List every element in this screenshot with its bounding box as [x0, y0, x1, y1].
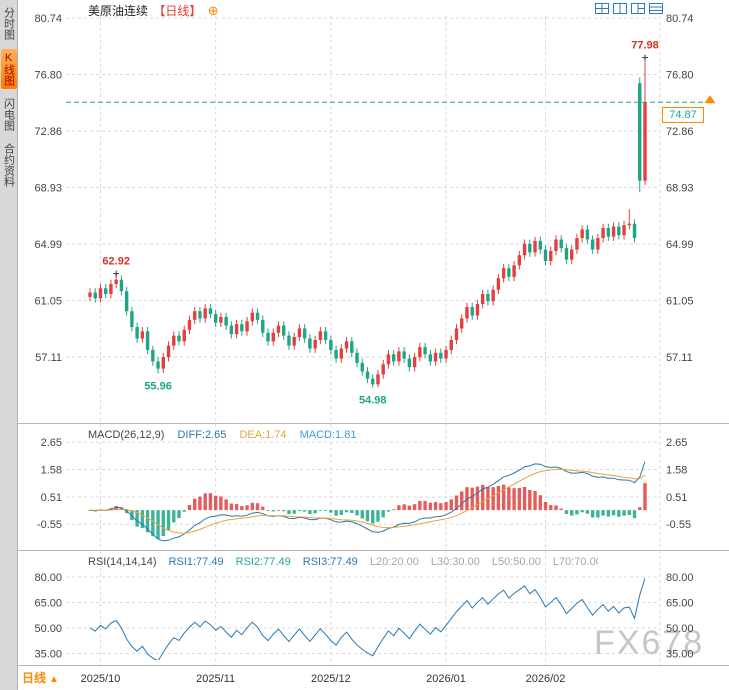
svg-text:65.00: 65.00 — [666, 598, 694, 610]
period-tab-label: 日线 — [22, 671, 47, 685]
rsi2-readout: RSI2:77.49 — [235, 556, 291, 568]
svg-text:35.00: 35.00 — [34, 649, 62, 661]
period-tab-daily[interactable]: 日线 ▲ — [22, 669, 59, 686]
symbol-name: 美原油连续 — [88, 4, 149, 18]
rsi3-readout: RSI3:77.49 — [302, 556, 358, 568]
svg-text:1.58: 1.58 — [666, 464, 687, 476]
svg-text:80.00: 80.00 — [666, 572, 694, 584]
macd-header: MACD(26,12,9) DIFF:2.65 DEA:1.74 MACD:1.… — [88, 429, 366, 441]
svg-text:1.58: 1.58 — [41, 464, 62, 476]
add-indicator-icon[interactable]: ⊕ — [207, 3, 219, 18]
svg-text:-0.55: -0.55 — [37, 519, 62, 531]
svg-text:2026/02: 2026/02 — [526, 673, 566, 685]
l30-readout: L30:30.00 — [430, 556, 480, 568]
svg-text:64.99: 64.99 — [34, 239, 62, 251]
svg-text:72.86: 72.86 — [666, 126, 694, 138]
rsi-header: RSI(14,14,14) RSI1:77.49 RSI2:77.49 RSI3… — [88, 556, 598, 568]
chart-layout-toolbar — [595, 3, 663, 14]
rsi-line — [89, 578, 646, 660]
svg-text:0.51: 0.51 — [41, 492, 62, 504]
svg-text:80.00: 80.00 — [34, 572, 62, 584]
svg-text:0.51: 0.51 — [666, 492, 687, 504]
layout-split-vertical-icon[interactable] — [613, 3, 627, 14]
svg-text:2.65: 2.65 — [666, 437, 687, 449]
sidebar-item-kline-chart[interactable]: K线图 — [0, 49, 17, 89]
macd-diff-line — [89, 461, 646, 542]
svg-text:-0.55: -0.55 — [666, 519, 691, 531]
svg-text:68.93: 68.93 — [666, 182, 694, 194]
sidebar-item-time-chart[interactable]: 分时图 — [2, 7, 15, 40]
sidebar-item-lightning-chart[interactable]: 闪电图 — [2, 98, 15, 131]
svg-text:57.11: 57.11 — [35, 352, 62, 364]
svg-text:61.05: 61.05 — [34, 295, 62, 307]
current-price-line — [66, 95, 716, 104]
svg-text:72.86: 72.86 — [34, 126, 62, 138]
l20-readout: L20:20.00 — [369, 556, 419, 568]
current-price-tag: 74.87 — [662, 107, 704, 123]
svg-text:50.00: 50.00 — [666, 623, 694, 635]
watermark: FX678 — [594, 624, 705, 662]
svg-text:55.96: 55.96 — [144, 380, 172, 392]
svg-text:2025/11: 2025/11 — [196, 673, 235, 685]
sidebar-item-contract-info[interactable]: 合约资料 — [2, 143, 15, 187]
axis-labels: 80.74 80.74 76.80 76.80 72.86 72.86 68.93 68.93… — [34, 13, 693, 685]
price-up-arrow-icon — [704, 95, 716, 104]
grid — [18, 16, 729, 666]
svg-text:80.74: 80.74 — [666, 13, 694, 25]
svg-text:54.98: 54.98 — [359, 395, 387, 407]
l50-readout: L50:50.00 — [491, 556, 541, 568]
chevron-up-icon: ▲ — [49, 674, 59, 685]
macd-dea-readout: DEA:1.74 — [239, 429, 287, 441]
svg-text:2025/12: 2025/12 — [311, 673, 351, 685]
svg-text:76.80: 76.80 — [666, 70, 694, 82]
svg-text:77.98: 77.98 — [631, 40, 659, 52]
layout-one-plus-two-icon[interactable] — [631, 3, 645, 14]
rsi-title: RSI(14,14,14) — [88, 556, 157, 568]
svg-text:65.00: 65.00 — [34, 598, 62, 610]
macd-dea-line — [89, 468, 646, 534]
svg-text:62.92: 62.92 — [102, 256, 130, 268]
svg-text:57.11: 57.11 — [666, 352, 693, 364]
layout-grid-2x2-icon[interactable] — [595, 3, 609, 14]
svg-text:50.00: 50.00 — [34, 623, 62, 635]
svg-text:68.93: 68.93 — [34, 182, 62, 194]
svg-text:2026/01: 2026/01 — [426, 673, 466, 685]
layout-rows-icon[interactable] — [649, 3, 663, 14]
rsi1-readout: RSI1:77.49 — [168, 556, 224, 568]
candlestick-series — [88, 57, 647, 388]
period-label[interactable]: 【日线】 — [153, 4, 202, 18]
macd-diff-readout: DIFF:2.65 — [177, 429, 227, 441]
macd-title: MACD(26,12,9) — [88, 429, 165, 441]
rsi-series — [89, 578, 646, 660]
svg-text:61.05: 61.05 — [666, 295, 694, 307]
svg-text:2025/10: 2025/10 — [81, 673, 121, 685]
svg-text:80.74: 80.74 — [34, 13, 62, 25]
svg-text:35.00: 35.00 — [666, 649, 694, 661]
macd-macd-readout: MACD:1.81 — [299, 429, 357, 441]
l70-readout: L70:70.00 — [552, 556, 598, 568]
macd-series — [88, 461, 647, 542]
svg-text:2.65: 2.65 — [41, 437, 62, 449]
price-annotations: 62.92 55.96 54.98 77.98 — [102, 40, 658, 407]
chart-title: 美原油连续 【日线】 ⊕ — [88, 2, 219, 19]
svg-text:64.99: 64.99 — [666, 239, 694, 251]
svg-text:76.80: 76.80 — [34, 70, 62, 82]
sidebar: 分时图 K线图 闪电图 合约资料 — [0, 0, 18, 690]
